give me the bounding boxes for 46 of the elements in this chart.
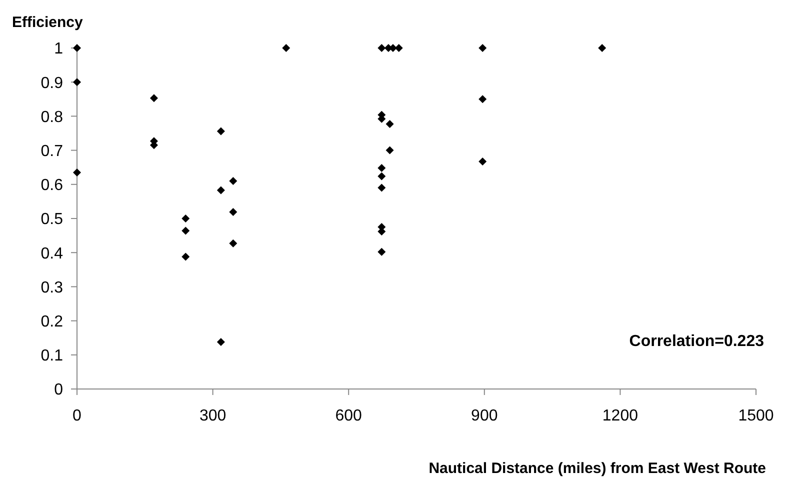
point: [378, 164, 386, 172]
point: [229, 239, 238, 248]
point: [478, 44, 487, 52]
y-tick-label: 0.9: [40, 74, 64, 92]
x-tick-label: 1200: [602, 407, 638, 424]
point: [73, 78, 81, 86]
point: [478, 95, 487, 104]
point: [73, 168, 81, 176]
y-tick-label: 1: [54, 40, 64, 58]
point: [182, 226, 190, 235]
y-tick-label: 0.6: [40, 177, 64, 194]
y-tick-label: 0.2: [40, 313, 64, 330]
point: [73, 44, 81, 52]
point: [378, 184, 386, 192]
x-tick-label: 900: [471, 407, 498, 424]
point: [150, 94, 158, 102]
point: [394, 44, 403, 52]
point: [378, 248, 386, 256]
y-tick-label: 0.7: [40, 142, 64, 160]
annotation: Correlation=0.223: [629, 333, 764, 351]
x-tick-label: 600: [335, 407, 362, 424]
x-axis-title: Nautical Distance (miles) from East West Route: [428, 460, 766, 477]
point: [478, 158, 487, 166]
point: [386, 120, 394, 128]
y-tick-label: 0: [54, 382, 64, 399]
point: [378, 44, 386, 52]
y-tick-label: 0.4: [40, 245, 64, 262]
point: [182, 252, 190, 261]
y-tick-label: 0.1: [40, 348, 64, 365]
point: [386, 146, 394, 154]
point: [229, 208, 238, 216]
point: [598, 44, 606, 52]
y-axis-title: Efficiency: [12, 14, 83, 31]
x-tick-label: 300: [199, 407, 226, 424]
point: [378, 172, 386, 180]
x-tick-label: 0: [72, 407, 82, 424]
point: [216, 186, 225, 194]
y-tick-label: 0.3: [40, 279, 64, 296]
point: [229, 176, 238, 185]
point: [216, 127, 225, 136]
y-tick-label: 0.8: [40, 108, 64, 126]
y-tick-label: 0.5: [40, 211, 64, 228]
point: [182, 214, 190, 222]
x-tick-label: 1500: [738, 407, 774, 424]
point: [282, 44, 290, 52]
point: [216, 338, 225, 346]
